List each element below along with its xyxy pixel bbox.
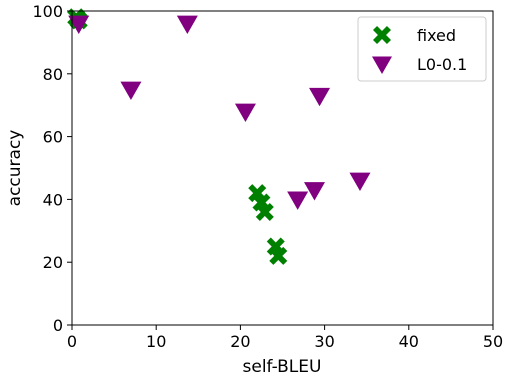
y-tick-label: 60 <box>43 128 63 147</box>
data-point <box>120 81 142 100</box>
y-tick-label: 20 <box>43 253 63 272</box>
data-point <box>349 172 371 192</box>
y-tick-label: 0 <box>53 316 63 335</box>
x-tick-label: 20 <box>230 332 250 351</box>
data-point <box>269 246 288 265</box>
legend-label: L0-0.1 <box>417 55 467 74</box>
plot-marks <box>67 8 371 265</box>
x-tick-label: 40 <box>399 332 419 351</box>
data-point <box>255 202 274 221</box>
series-l0-0-1 <box>68 15 371 210</box>
plot-frame <box>71 10 494 326</box>
legend: fixed L0-0.1 <box>357 16 487 82</box>
x-tick-label: 50 <box>483 332 503 351</box>
data-point <box>287 191 309 210</box>
data-point <box>68 15 90 35</box>
y-axis-ticks: 0 20 40 60 80 100 <box>32 2 72 335</box>
legend-marker <box>372 56 392 74</box>
x-axis-label: self-BLEU <box>243 357 322 377</box>
y-tick-label: 40 <box>43 190 63 209</box>
x-axis-ticks: 0 10 20 30 40 50 <box>67 325 503 351</box>
legend-marker <box>373 26 391 44</box>
y-axis-label: accuracy <box>5 130 25 207</box>
y-tick-label: 80 <box>43 65 63 84</box>
data-point <box>309 87 331 107</box>
x-tick-label: 0 <box>67 332 77 351</box>
series-fixed <box>67 8 288 265</box>
legend-box <box>357 16 487 82</box>
data-point <box>176 15 198 35</box>
x-tick-label: 10 <box>146 332 166 351</box>
legend-label: fixed <box>417 26 456 45</box>
data-point <box>303 182 325 201</box>
y-tick-label: 100 <box>32 2 63 21</box>
data-point <box>234 103 256 122</box>
x-tick-label: 30 <box>314 332 334 351</box>
